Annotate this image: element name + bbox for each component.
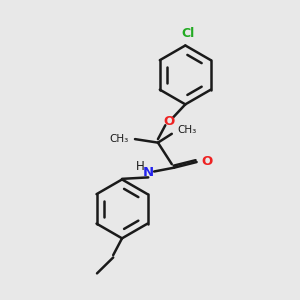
Text: O: O <box>164 115 175 128</box>
Text: H: H <box>136 160 144 173</box>
Text: N: N <box>143 167 154 179</box>
Text: CH₃: CH₃ <box>178 125 197 135</box>
Text: O: O <box>202 155 213 168</box>
Text: CH₃: CH₃ <box>109 134 128 144</box>
Text: Cl: Cl <box>181 27 194 40</box>
